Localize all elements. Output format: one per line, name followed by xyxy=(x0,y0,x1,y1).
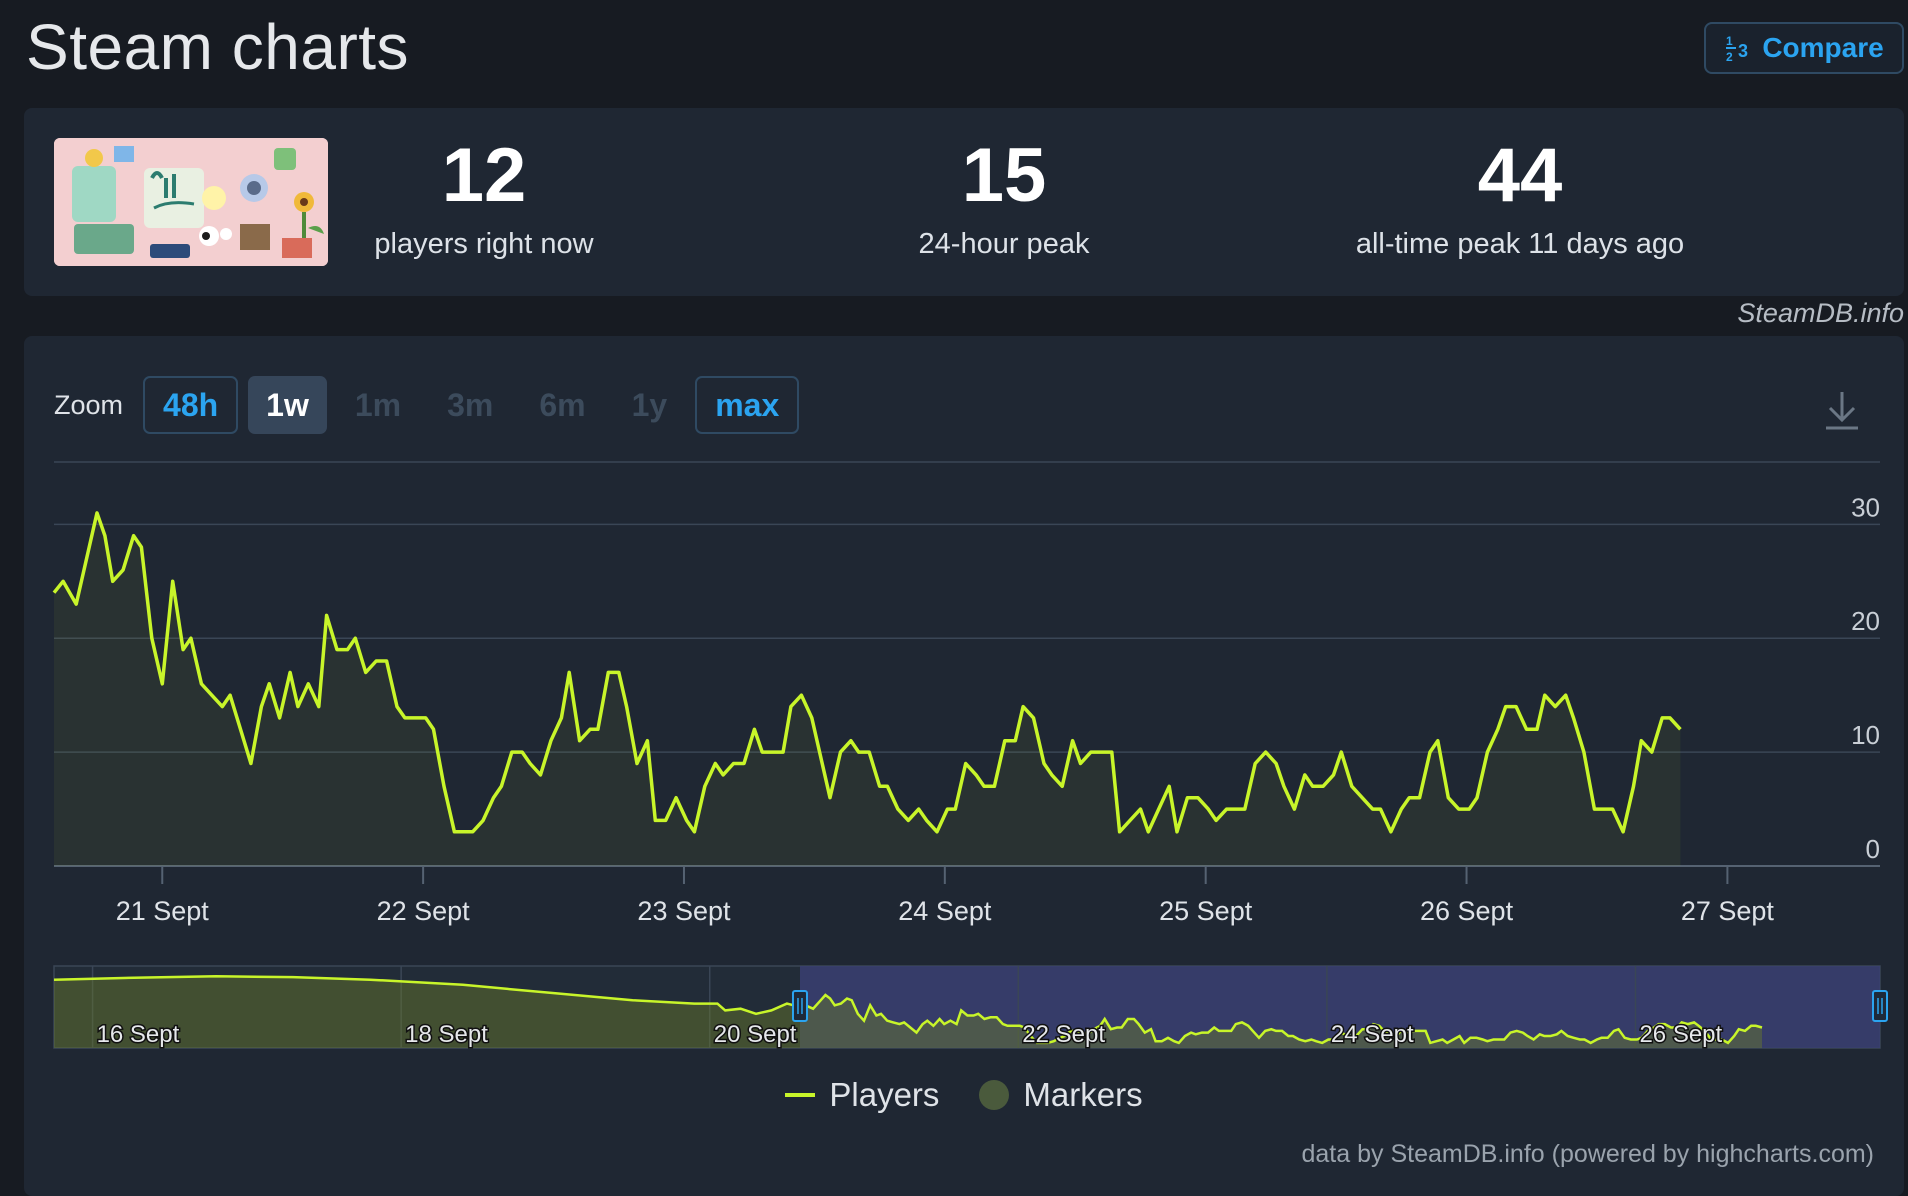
navigator-tick-label: 18 Sept xyxy=(405,1021,488,1048)
y-tick-label: 20 xyxy=(1851,606,1880,636)
zoom-1w-button[interactable]: 1w xyxy=(248,376,327,434)
game-thumbnail[interactable] xyxy=(54,138,328,266)
chart-legend: Players Markers xyxy=(24,1076,1904,1114)
stats-panel: 12 players right now 15 24-hour peak 44 … xyxy=(24,108,1904,296)
zoom-bar: Zoom 48h 1w 1m 3m 6m 1y max xyxy=(54,376,800,434)
stat-current-players: 12 players right now xyxy=(254,138,714,261)
y-tick-label: 0 xyxy=(1866,834,1880,864)
x-tick-label: 24 Sept xyxy=(898,896,992,926)
steamdb-watermark: SteamDB.info xyxy=(1737,298,1904,328)
y-tick-label: 10 xyxy=(1851,720,1880,750)
navigator-tick-label: 26 Sept xyxy=(1639,1021,1722,1048)
navigator-tick-label: 20 Sept xyxy=(714,1021,797,1048)
navigator-line xyxy=(53,975,1763,1045)
y-tick-label: 30 xyxy=(1851,492,1880,522)
svg-text:2: 2 xyxy=(1726,50,1733,63)
zoom-1y-button: 1y xyxy=(631,386,668,423)
players-area xyxy=(54,512,1681,866)
stat-24h-peak: 15 24-hour peak xyxy=(774,138,1234,261)
peak24-label: 24-hour peak xyxy=(918,228,1090,260)
compare-button[interactable]: 1 2 3 Compare xyxy=(1704,22,1904,74)
legend-markers-swatch xyxy=(979,1080,1010,1110)
players-line[interactable] xyxy=(52,511,1682,834)
svg-text:3: 3 xyxy=(1738,41,1748,61)
stat-alltime-peak: 44 all-time peak 11 days ago xyxy=(1290,138,1750,261)
navigator-handle-right[interactable] xyxy=(1872,990,1888,1022)
navigator-tick-label: 22 Sept xyxy=(1022,1021,1105,1048)
chart-credits[interactable]: data by SteamDB.info (powered by highcha… xyxy=(1301,1140,1875,1168)
zoom-label: Zoom xyxy=(54,389,124,420)
legend-players-label: Players xyxy=(829,1076,940,1113)
x-tick-label: 21 Sept xyxy=(116,896,210,926)
alltime-label: all-time peak 11 days ago xyxy=(1355,228,1685,260)
navigator-area xyxy=(54,976,1762,1048)
current-players-label: players right now xyxy=(374,228,594,260)
chart-panel: Zoom 48h 1w 1m 3m 6m 1y max 0 10 20 30 21 Se… xyxy=(24,336,1904,1196)
zoom-max-button[interactable]: max xyxy=(695,376,800,434)
navigator-tick-label: 24 Sept xyxy=(1331,1021,1414,1048)
zoom-48h-button[interactable]: 48h xyxy=(143,376,239,434)
peak24-value: 15 xyxy=(961,133,1047,218)
page-title: Steam charts xyxy=(26,11,410,83)
legend-markers-label: Markers xyxy=(1023,1076,1143,1113)
legend-markers[interactable]: Markers xyxy=(979,1076,1143,1114)
x-tick-label: 27 Sept xyxy=(1681,896,1775,926)
compare-label: Compare xyxy=(1762,32,1884,63)
svg-text:1: 1 xyxy=(1726,34,1733,48)
x-tick-label: 22 Sept xyxy=(377,896,471,926)
navigator-tick-label: 16 Sept xyxy=(97,1021,180,1048)
zoom-6m-button: 6m xyxy=(539,386,586,423)
x-tick-label: 25 Sept xyxy=(1159,896,1253,926)
current-players-value: 12 xyxy=(441,133,527,218)
alltime-value: 44 xyxy=(1477,133,1563,218)
download-icon[interactable] xyxy=(1824,390,1860,432)
navigator-handle-left[interactable] xyxy=(791,990,808,1022)
zoom-1m-button: 1m xyxy=(354,386,402,423)
legend-players-swatch xyxy=(785,1093,816,1097)
players-chart[interactable]: 0 10 20 30 21 Sept 22 Sept 23 Sept 24 Sept 25 Se… xyxy=(24,336,1904,1076)
x-tick-label: 23 Sept xyxy=(637,896,731,926)
zoom-3m-button: 3m xyxy=(447,386,494,423)
navigator-selection[interactable] xyxy=(799,966,1880,1048)
compare-icon: 1 2 3 xyxy=(1726,34,1748,63)
legend-players[interactable]: Players xyxy=(785,1076,939,1114)
x-tick-label: 26 Sept xyxy=(1420,896,1514,926)
